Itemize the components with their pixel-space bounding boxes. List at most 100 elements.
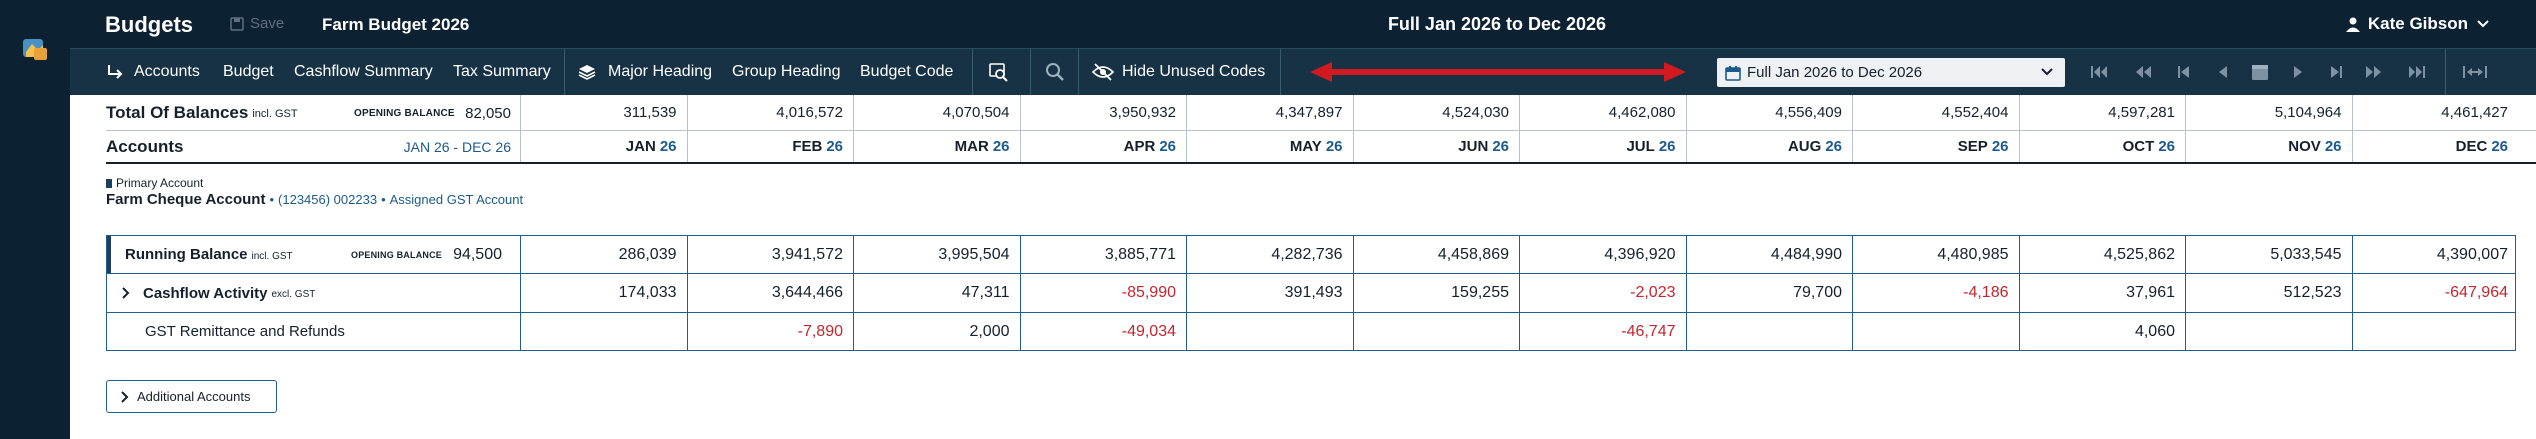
gst-cell[interactable] [1186,313,1353,350]
gst-cell[interactable] [1685,313,1853,350]
gst-cell[interactable]: 4,060 [2018,313,2186,350]
divider [972,49,973,95]
month-year: 26 [1492,138,1509,155]
month-header-cell: MAR 26 [853,131,1020,162]
month-name: OCT [2122,138,2155,155]
budget-tab[interactable]: Budget [223,63,274,80]
gst-cell[interactable] [1852,313,2019,350]
gst-cell[interactable]: -49,034 [1019,313,1187,350]
accounts-button[interactable]: Accounts [106,49,200,95]
save-button[interactable]: Save [230,15,284,32]
hide-unused-codes-button[interactable]: Hide Unused Codes [1092,49,1265,95]
budget-code-button[interactable]: Budget Code [860,63,954,80]
month-year: 26 [1325,138,1343,155]
save-icon [230,16,244,31]
total-balance-cell: 4,016,572 [686,95,854,130]
budget-name: Farm Budget 2026 [322,15,470,34]
cashflow-cell[interactable]: 37,961 [2018,274,2186,312]
account-heading: Farm Cheque Account • (123456) 002233 • … [106,191,524,208]
gst-cell[interactable] [520,313,687,350]
total-balance-cell: 4,556,409 [1685,95,1853,130]
month-header-cell: SEP 26 [1852,131,2019,162]
fast-forward-icon[interactable] [2364,63,2384,81]
rewind-icon[interactable] [2133,63,2153,81]
running-balance-row: Running Balance incl. GST OPENING BALANC… [107,236,2515,274]
hide-unused-codes-label: Hide Unused Codes [1122,63,1266,80]
opening-balance-label: OPENING BALANCE [354,108,455,119]
month-header-cell: NOV 26 [2185,131,2352,162]
cashflow-summary-tab[interactable]: Cashflow Summary [294,63,433,80]
cashflow-cell[interactable]: -647,964 [2351,274,2519,312]
month-name: FEB [792,138,823,155]
major-heading-label: Major Heading [608,63,713,80]
total-balances-row: Total Of Balances incl. GST OPENING BALA… [106,95,2536,131]
account-number[interactable]: (123456) 002233 [278,192,378,207]
period-select[interactable]: Full Jan 2026 to Dec 2026 [1717,58,2065,87]
gst-account-link[interactable]: Assigned GST Account [389,192,524,207]
month-header-cell: OCT 26 [2018,131,2186,162]
search-document-icon [989,63,1008,82]
cashflow-cell[interactable]: 79,700 [1685,274,1853,312]
account-name: Farm Cheque Account [106,191,266,208]
zoom-button[interactable] [1045,49,1065,95]
gst-cell[interactable] [2185,313,2352,350]
next-year-icon[interactable] [2326,63,2346,81]
cashflow-cell[interactable]: 3,644,466 [686,274,854,312]
previous-year-icon[interactable] [2174,63,2194,81]
month-header-cell: JUL 26 [1519,131,1686,162]
month-year: 26 [1658,138,1676,155]
total-balances-label: Total Of Balances incl. GST [106,95,298,130]
tax-summary-tab[interactable]: Tax Summary [453,63,551,80]
previous-icon[interactable] [2213,63,2233,81]
cashflow-cell[interactable]: -2,023 [1519,274,1686,312]
running-balance-cell: 4,396,920 [1519,236,1686,273]
cashflow-activity-label[interactable]: Cashflow Activity excl. GST [122,274,315,312]
primary-account-label: Primary Account [116,176,204,190]
total-balance-cell: 4,552,404 [1852,95,2019,130]
total-balance-cell: 5,104,964 [2185,95,2352,130]
gst-cell[interactable]: -46,747 [1519,313,1686,350]
divider [1030,49,1031,95]
gst-remittance-row: GST Remittance and Refunds -7,890 2,000 -4… [107,313,2515,350]
chevron-down-icon [2477,20,2489,28]
gst-cell[interactable] [2351,313,2519,350]
running-balance-cell: 4,525,862 [2018,236,2186,273]
gst-cell[interactable]: 2,000 [853,313,1020,350]
zoom-icon [1046,63,1064,81]
group-heading-button[interactable]: Group Heading [732,63,841,80]
cashflow-cell[interactable]: 174,033 [520,274,687,312]
month-year: 26 [1825,138,1842,155]
fit-width-icon[interactable] [2462,63,2488,81]
user-menu[interactable]: Kate Gibson [2345,14,2490,34]
additional-accounts-button[interactable]: Additional Accounts [106,380,277,413]
date-range-label: JAN 26 - DEC 26 [403,139,511,155]
search-document-button[interactable] [988,49,1010,95]
cashflow-cell[interactable]: -4,186 [1852,274,2019,312]
cashflow-cell[interactable]: 47,311 [853,274,1020,312]
chevron-right-icon[interactable] [121,287,131,299]
period-select-value: Full Jan 2026 to Dec 2026 [1747,64,1923,81]
total-balance-cell: 4,070,504 [853,95,1020,130]
calendar-today-icon[interactable] [2250,63,2270,81]
major-heading-button[interactable]: Major Heading [578,49,712,95]
cashflow-cell[interactable]: 512,523 [2185,274,2352,312]
running-balance-cell: 4,282,736 [1186,236,1353,273]
divider [2445,49,2446,95]
cashflow-activity-row[interactable]: Cashflow Activity excl. GST 174,033 3,644… [107,274,2515,313]
cashflow-cell[interactable]: 159,255 [1352,274,1520,312]
cashflow-cell[interactable]: -85,990 [1019,274,1187,312]
last-page-icon[interactable] [2406,63,2426,81]
app-logo-icon[interactable] [22,36,48,62]
running-balance-cell: 3,885,771 [1019,236,1187,273]
total-balance-cell: 4,524,030 [1352,95,1520,130]
month-name: JUL [1626,138,1655,155]
month-name: MAY [1289,138,1322,155]
cashflow-cell[interactable]: 391,493 [1186,274,1353,312]
gst-cell[interactable] [1352,313,1520,350]
next-icon[interactable] [2288,63,2308,81]
chevron-down-icon [2041,68,2053,76]
running-balance-cell: 3,941,572 [686,236,854,273]
gst-cell[interactable]: -7,890 [686,313,854,350]
first-page-icon[interactable] [2090,63,2110,81]
